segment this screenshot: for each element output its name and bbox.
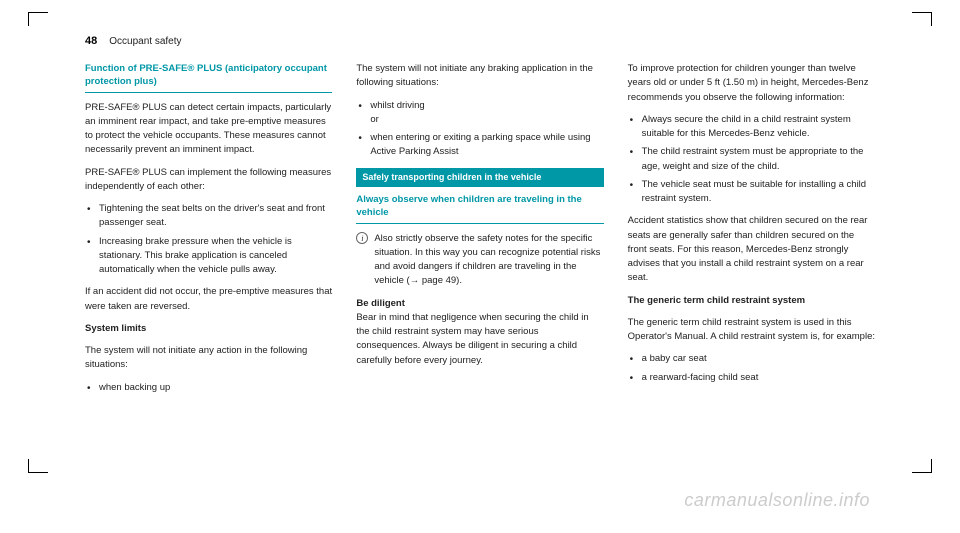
crop-mark-br xyxy=(912,459,932,473)
paragraph: PRE-SAFE® PLUS can detect certain impact… xyxy=(85,101,332,158)
info-note: i Also strictly observe the safety notes… xyxy=(356,232,603,289)
list-item: a baby car seat xyxy=(628,352,875,366)
heading-generic-term: The generic term child restraint system xyxy=(628,294,875,308)
crop-mark-bl xyxy=(28,459,48,473)
crop-mark-tl xyxy=(28,12,48,26)
list-item: a rearward-facing child seat xyxy=(628,371,875,385)
paragraph: The generic term child restraint system … xyxy=(628,316,875,345)
bullet-list: Always secure the child in a child restr… xyxy=(628,113,875,207)
list-item: The vehicle seat must be suitable for in… xyxy=(628,178,875,207)
paragraph: The system will not initiate any braking… xyxy=(356,62,603,91)
column-2: The system will not initiate any braking… xyxy=(356,62,603,403)
paragraph: If an accident did not occur, the pre-em… xyxy=(85,285,332,314)
page-number: 48 xyxy=(85,35,97,47)
column-3: To improve protection for children young… xyxy=(628,62,875,403)
bullet-list: a baby car seat a rearward-facing child … xyxy=(628,352,875,385)
bullet-list: Tightening the seat belts on the driver'… xyxy=(85,202,332,277)
list-text: whilst driving xyxy=(370,100,424,111)
heading-bar-safely-transporting: Safely transporting children in the vehi… xyxy=(356,168,603,188)
info-icon: i xyxy=(356,232,368,244)
section-title: Occupant safety xyxy=(109,36,181,47)
crop-mark-tr xyxy=(912,12,932,26)
list-item: The child restraint system must be appro… xyxy=(628,145,875,174)
list-text-or: or xyxy=(370,114,378,125)
column-1: Function of PRE-SAFE® PLUS (anticipatory… xyxy=(85,62,332,403)
list-item: Increasing brake pressure when the vehic… xyxy=(85,235,332,278)
info-text: Also strictly observe the safety notes f… xyxy=(374,232,603,289)
list-item: Always secure the child in a child restr… xyxy=(628,113,875,142)
bullet-list: whilst driving or when entering or exiti… xyxy=(356,99,603,160)
paragraph: PRE-SAFE® PLUS can implement the followi… xyxy=(85,166,332,195)
bullet-list: when backing up xyxy=(85,381,332,395)
list-item: when backing up xyxy=(85,381,332,395)
heading-presafe: Function of PRE-SAFE® PLUS (anticipatory… xyxy=(85,62,332,93)
content-columns: Function of PRE-SAFE® PLUS (anticipatory… xyxy=(85,62,875,403)
page-header: 48 Occupant safety xyxy=(85,35,182,47)
paragraph: The system will not initiate any action … xyxy=(85,344,332,373)
list-item: when entering or exiting a parking space… xyxy=(356,131,603,160)
paragraph: To improve protection for children young… xyxy=(628,62,875,105)
list-item: Tightening the seat belts on the driver'… xyxy=(85,202,332,231)
heading-system-limits: System limits xyxy=(85,322,332,336)
watermark: carmanualsonline.info xyxy=(684,490,870,511)
heading-be-diligent: Be diligent xyxy=(356,297,603,311)
paragraph: Accident statistics show that children s… xyxy=(628,214,875,285)
paragraph: Bear in mind that negligence when securi… xyxy=(356,311,603,368)
list-item: whilst driving or xyxy=(356,99,603,128)
heading-always-observe: Always observe when children are traveli… xyxy=(356,193,603,224)
